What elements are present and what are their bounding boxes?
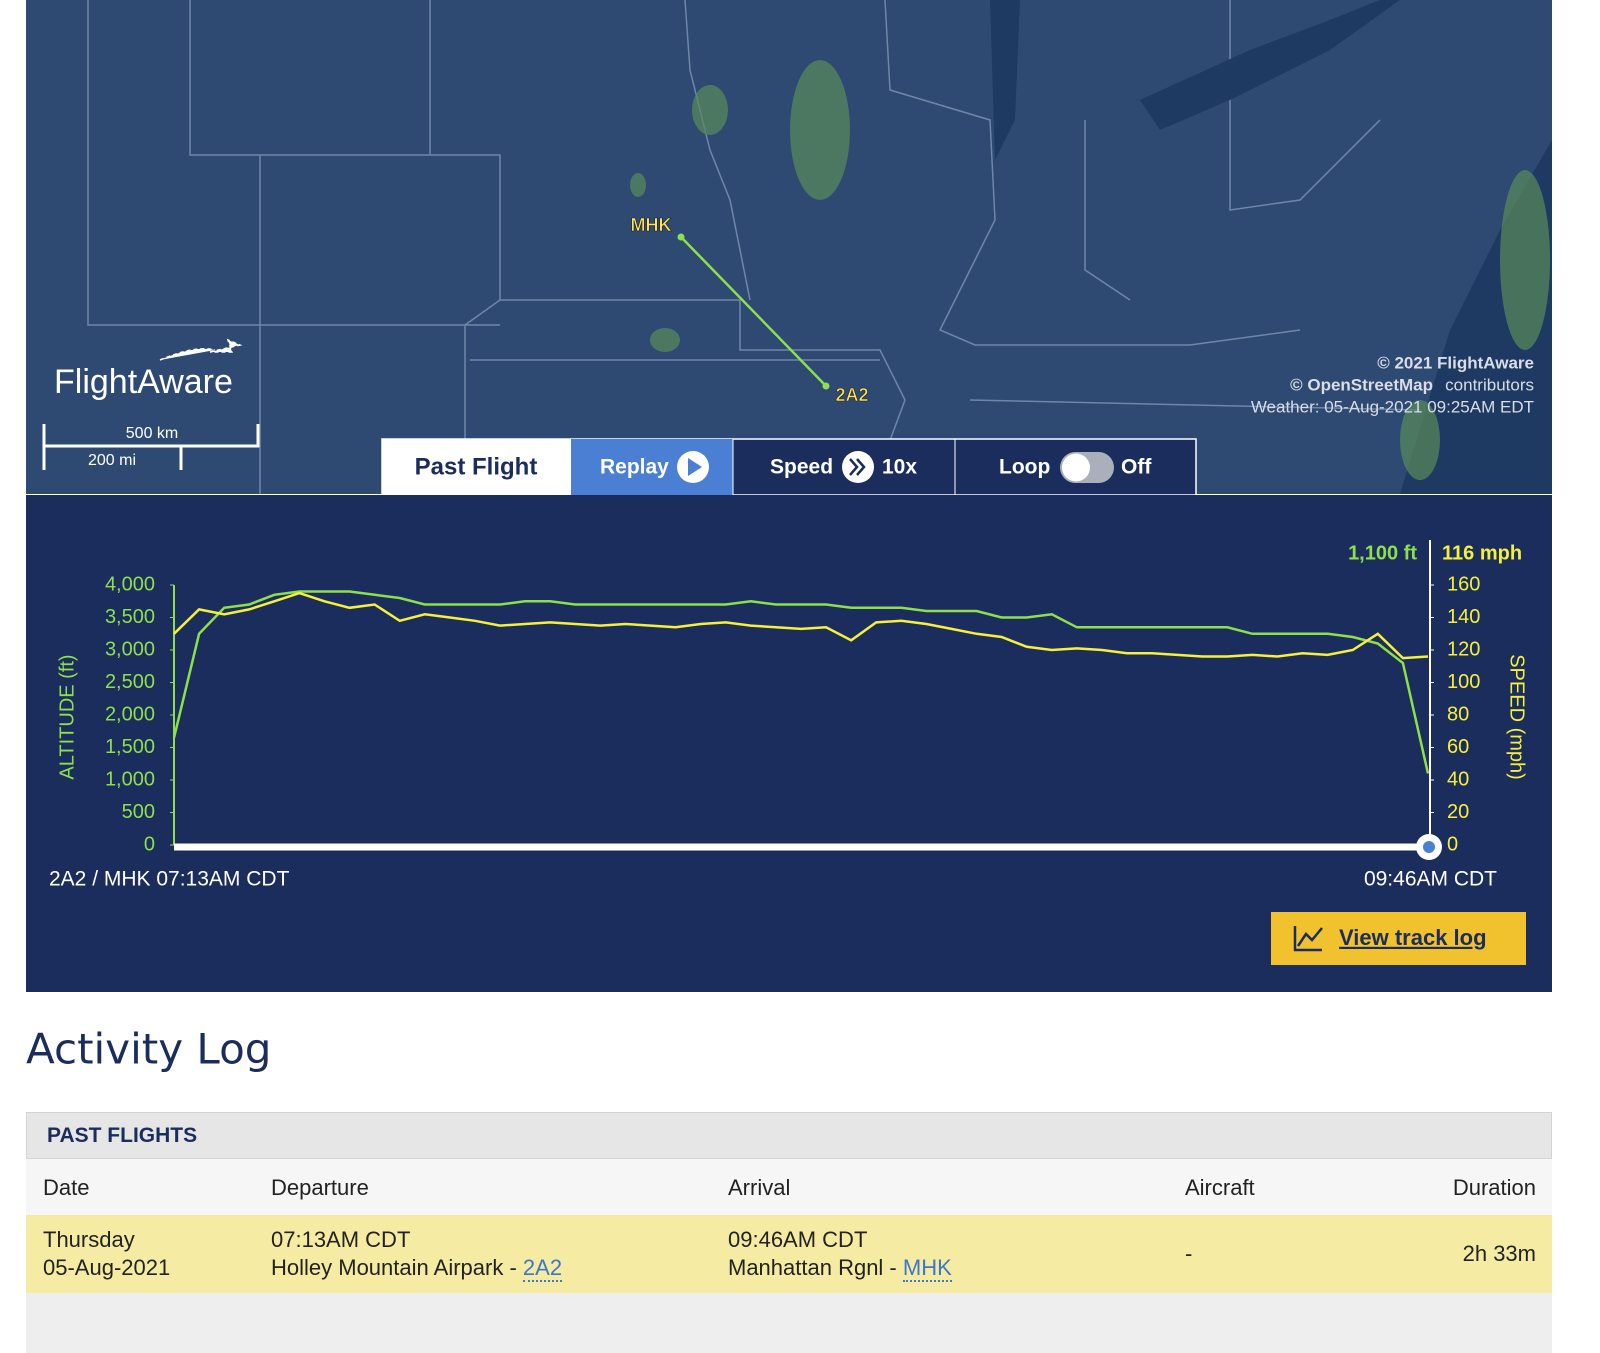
timeline-knob-dot	[1423, 841, 1435, 853]
flight-row[interactable]: Thursday 05-Aug-2021 07:13AM CDT Holley …	[26, 1215, 1552, 1293]
next-row	[26, 1293, 1552, 1353]
y2-tick-label: 20	[1447, 801, 1469, 823]
airport-dot	[822, 382, 830, 390]
y-tick-label: 2,000	[105, 703, 155, 725]
speed-label[interactable]: Speed	[770, 456, 833, 479]
speed-value: 10x	[882, 456, 917, 479]
y2-tick-label: 60	[1447, 736, 1469, 758]
x-end-label: 09:46AM CDT	[1364, 868, 1497, 891]
y-axis-title: ALTITUDE (ft)	[56, 654, 78, 779]
y-tick-label: 4,000	[105, 573, 155, 595]
table-caption: PAST FLIGHTS	[26, 1112, 1552, 1159]
play-icon	[688, 458, 702, 476]
airport-dot	[677, 233, 685, 241]
date: 05-Aug-2021	[43, 1255, 171, 1280]
scale-label: 500 km	[126, 425, 178, 442]
scale-bar	[42, 424, 260, 470]
header-row: Date Departure Arrival Aircraft Duration	[26, 1159, 1552, 1215]
column-header: Arrival	[728, 1175, 791, 1200]
column-header: Departure	[271, 1175, 369, 1200]
section-title: Activity Log	[26, 1025, 271, 1074]
flight-route	[680, 236, 827, 387]
y2-tick-label: 80	[1447, 703, 1469, 725]
airport-label: MHK	[631, 215, 672, 235]
track-log-icon	[1293, 926, 1323, 952]
airport-label: 2A2	[835, 385, 868, 405]
y2-tick-label: 0	[1447, 833, 1458, 855]
y-tick-label: 0	[144, 833, 155, 855]
column-header: Aircraft	[1185, 1175, 1255, 1200]
aircraft: -	[1185, 1241, 1193, 1266]
altitude-speed-chart: 0 500 1,000 1,500 2,000 2,500 3,000 3,500 4,000 0…	[105, 540, 1480, 860]
column-header: Date	[43, 1175, 90, 1200]
attribution: © OpenStreetMap	[1290, 375, 1433, 394]
departure-airport: Holley Mountain Airpark -	[271, 1255, 517, 1280]
altitude-readout: 1,100 ft	[1348, 542, 1417, 564]
series-line	[173, 591, 1429, 660]
past-flight-tab[interactable]	[382, 439, 571, 495]
logo: FlightAware	[54, 363, 233, 401]
lake	[1140, 0, 1400, 130]
arrival-code[interactable]: MHK	[902, 1255, 952, 1282]
y2-tick-label: 140	[1447, 606, 1480, 628]
y-tick-label: 3,500	[105, 606, 155, 628]
date-day: Thursday	[43, 1227, 135, 1252]
y2-tick-label: 120	[1447, 638, 1480, 660]
logo-plane	[159, 338, 243, 361]
speed-icon	[849, 458, 866, 476]
chart-panel	[26, 495, 1552, 992]
y-tick-label: 1,000	[105, 768, 155, 790]
loop-label: Loop	[999, 456, 1050, 479]
column-header: Duration	[1452, 1175, 1536, 1200]
y-tick-label: 3,000	[105, 638, 155, 660]
duration: 2h 33m	[1462, 1241, 1536, 1266]
y-tick-label: 500	[122, 801, 155, 823]
loop-state: Off	[1121, 456, 1152, 479]
map-borders	[87, 0, 1421, 495]
departure-time: 07:13AM CDT	[271, 1227, 411, 1252]
lake	[990, 0, 1020, 160]
speed-readout: 116 mph	[1442, 542, 1522, 564]
departure-code[interactable]: 2A2	[522, 1255, 563, 1282]
scale-label: 200 mi	[88, 452, 136, 469]
track-log-label: View track log	[1339, 925, 1487, 950]
map-background	[26, 0, 1552, 494]
page-graphics: MHK 2A2 FlightAware 500 km 200 mi © 2021…	[26, 0, 1552, 1074]
arrival-airport: Manhattan Rgnl -	[728, 1255, 897, 1280]
attribution: Weather: 05-Aug-2021 09:25AM EDT	[1251, 397, 1534, 416]
series-line	[172, 590, 1430, 774]
arrival-time: 09:46AM CDT	[728, 1227, 868, 1252]
y2-tick-label: 40	[1447, 768, 1469, 790]
y2-tick-label: 100	[1447, 671, 1480, 693]
y-tick-label: 1,500	[105, 736, 155, 758]
attribution: contributors	[1445, 375, 1534, 394]
weather-radar	[630, 60, 1550, 480]
replay-label: Replay	[600, 456, 669, 479]
y2-tick-label: 160	[1447, 573, 1480, 595]
loop-toggle-knob	[1062, 453, 1090, 482]
past-flights-table: PAST FLIGHTS Date Departure Arrival Airc…	[26, 1112, 1552, 1353]
x-start-label: 2A2 / MHK 07:13AM CDT	[49, 868, 290, 891]
y-tick-label: 2,500	[105, 671, 155, 693]
attribution: © 2021 FlightAware	[1377, 353, 1534, 372]
y2-axis-title: SPEED (mph)	[1506, 654, 1528, 780]
past-flight-label: Past Flight	[415, 453, 538, 480]
